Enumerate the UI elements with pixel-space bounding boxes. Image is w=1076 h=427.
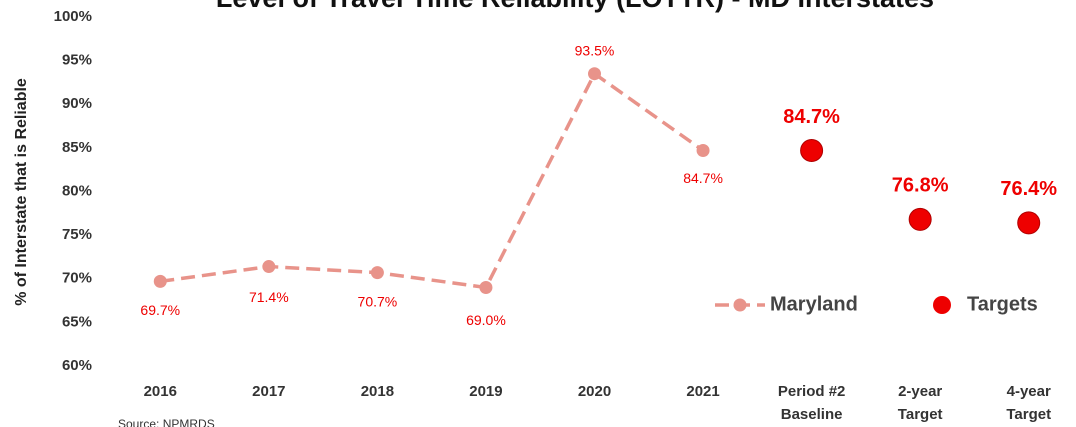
- data-label: 93.5%: [575, 42, 615, 58]
- x-tick-label: 2017: [252, 383, 285, 400]
- legend-marker: [933, 296, 951, 314]
- legend-label: Maryland: [770, 293, 858, 315]
- data-label: 70.7%: [358, 293, 398, 309]
- y-tick-label: 90%: [62, 95, 92, 112]
- line-marker: [262, 260, 276, 274]
- data-label: 84.7%: [683, 170, 723, 186]
- line-marker: [153, 274, 167, 288]
- x-tick-label: 2021: [686, 383, 719, 400]
- data-label: 69.0%: [466, 312, 506, 328]
- target-marker: [800, 138, 824, 162]
- line-marker: [479, 280, 493, 294]
- x-tick-label: 2020: [578, 383, 611, 400]
- x-tick-label: 2016: [144, 383, 177, 400]
- line-marker: [588, 67, 601, 81]
- line-marker: [696, 143, 710, 157]
- x-tick-label: 2018: [361, 383, 394, 400]
- x-tick-label: 2019: [469, 383, 502, 400]
- y-tick-label: 80%: [62, 182, 92, 199]
- target-marker: [1017, 211, 1041, 235]
- series-line: [160, 71, 705, 290]
- target-marker: [908, 207, 932, 231]
- data-label: 76.4%: [1000, 178, 1057, 200]
- y-tick-label: 70%: [62, 270, 92, 287]
- y-tick-label: 65%: [62, 313, 92, 330]
- legend-marker: [733, 298, 747, 312]
- source: Source: NPMRDS: [118, 417, 215, 427]
- x-tick-label: Period #2 Baseline: [778, 383, 846, 423]
- data-label: 69.7%: [140, 302, 180, 318]
- y-tick-label: 85%: [62, 139, 92, 156]
- y-tick-label: 100%: [54, 8, 92, 25]
- y-tick-label: 75%: [62, 226, 92, 243]
- chart-title: Level of Travel Time Reliability (LOTTR)…: [216, 0, 934, 13]
- x-tick-label: 4-year Target: [1006, 383, 1051, 423]
- data-label: 84.7%: [783, 106, 840, 128]
- line-marker: [370, 266, 384, 280]
- data-label: 76.8%: [892, 175, 949, 197]
- y-tick-label: 60%: [62, 357, 92, 374]
- y-axis-label: % of Interstate that is Reliable: [13, 78, 30, 306]
- data-label: 71.4%: [249, 289, 289, 305]
- y-tick-label: 95%: [62, 52, 92, 69]
- x-tick-label: 2-year Target: [898, 383, 943, 423]
- legend-label: Targets: [967, 293, 1038, 315]
